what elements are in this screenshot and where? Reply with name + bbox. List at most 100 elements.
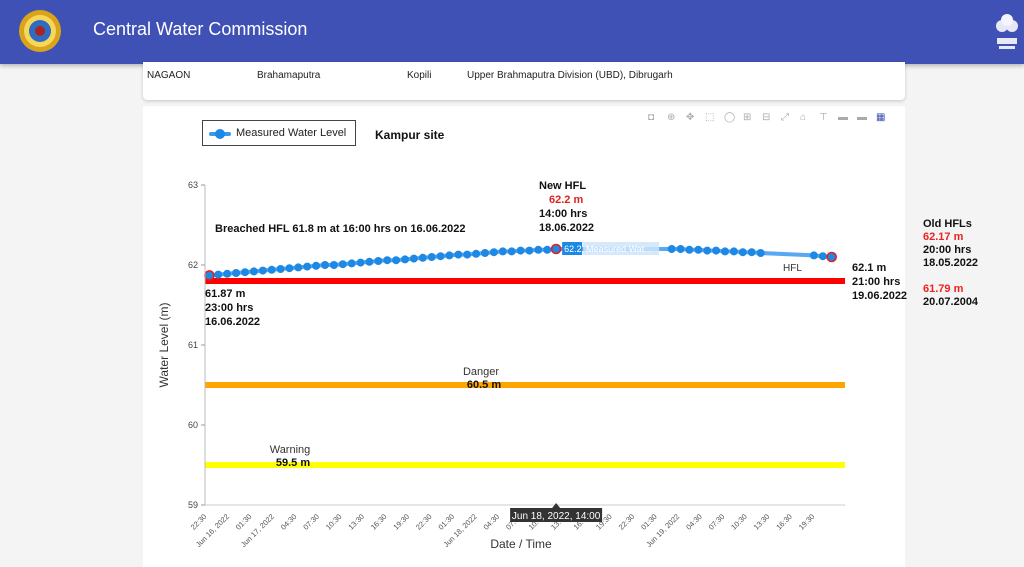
- hover-closest-icon[interactable]: ▬: [838, 112, 848, 123]
- y-tick-label: 60: [188, 420, 198, 430]
- site-label: Kampur site: [375, 128, 445, 142]
- data-point: [516, 246, 525, 255]
- x-tick-label: 04:30: [684, 512, 704, 532]
- home-icon[interactable]: ⌂: [800, 112, 807, 123]
- data-point: [472, 249, 481, 258]
- hover-value-box: [562, 242, 583, 255]
- x-tick-label: 01:30: [639, 512, 659, 532]
- y-tick-label: 63: [188, 180, 198, 190]
- data-point: [747, 248, 756, 257]
- data-point: [525, 246, 534, 255]
- data-point: [534, 245, 543, 254]
- end-date-label: 19.06.2022: [852, 290, 907, 302]
- warning-label: Warning: [270, 444, 311, 456]
- data-point: [374, 257, 383, 265]
- data-point: [204, 270, 215, 281]
- camera-icon[interactable]: ◘: [648, 112, 655, 123]
- basin-name: Brahamaputra: [257, 70, 321, 81]
- hover-time-pointer: [552, 503, 561, 508]
- x-tick-label: 04:30: [279, 512, 299, 532]
- y-tick-label: 61: [188, 340, 198, 350]
- old-hfl-2-date: 20.07.2004: [923, 296, 979, 308]
- data-point: [481, 249, 489, 257]
- data-point: [285, 264, 294, 273]
- chart-legend[interactable]: Measured Water Level: [202, 120, 356, 146]
- data-point: [232, 269, 241, 277]
- data-point: [418, 253, 427, 262]
- data-point: [401, 255, 409, 264]
- station-info-card: NAGAON Brahamaputra Kopili Upper Brahmap…: [143, 62, 905, 100]
- x-tick-label: 19:30: [391, 512, 411, 532]
- data-point: [463, 250, 472, 259]
- data-point: [543, 245, 552, 254]
- data-point: [223, 269, 232, 278]
- old-hfl-1-date: 18.05.2022: [923, 257, 979, 269]
- data-point: [356, 258, 365, 267]
- data-point: [294, 263, 303, 272]
- y-tick-label: 59: [188, 500, 198, 510]
- data-point: [550, 243, 562, 255]
- data-point: [809, 251, 818, 260]
- pan-icon[interactable]: ✥: [686, 112, 695, 123]
- y-axis-title: Water Level (m): [157, 303, 171, 388]
- data-point: [454, 250, 463, 259]
- data-point: [338, 260, 347, 269]
- data-point: [738, 248, 747, 257]
- data-point: [756, 249, 765, 257]
- zoom-in-icon[interactable]: ⊞: [743, 112, 752, 123]
- plotly-logo-icon[interactable]: ▦: [876, 112, 886, 123]
- data-point: [276, 265, 285, 273]
- lasso-icon[interactable]: ◯: [724, 112, 736, 123]
- x-tick-label: 19:30: [797, 512, 817, 532]
- hover-series-box: [583, 242, 660, 255]
- district-name: NAGAON: [147, 70, 191, 81]
- data-point: [249, 267, 258, 276]
- old-hfl-2-value: 61.79 m: [923, 283, 964, 295]
- x-tick-label: 07:30: [707, 512, 727, 532]
- x-tick-label: 01:30: [234, 512, 254, 532]
- old-hfl-1-time: 20:00 hrs: [923, 244, 972, 256]
- hfl-line-label: HFL: [783, 263, 802, 274]
- zoom-icon[interactable]: ⊕: [667, 112, 676, 123]
- warning-value: 59.5 m: [276, 457, 310, 469]
- x-tick-label: 22:30: [414, 512, 434, 532]
- spike-icon[interactable]: ⊤: [819, 112, 828, 123]
- x-tick-label: 22:30: [189, 512, 209, 532]
- data-point: [241, 268, 249, 277]
- danger-value: 60.5 m: [467, 379, 501, 391]
- x-axis-title: Date / Time: [490, 537, 552, 551]
- autoscale-icon[interactable]: ⤢: [781, 112, 789, 123]
- data-point: [392, 256, 401, 265]
- old-hfls-title: Old HFLs: [923, 218, 972, 230]
- data-point: [347, 259, 356, 268]
- data-point: [826, 251, 838, 263]
- x-tick-label: 07:30: [301, 512, 321, 532]
- data-point: [712, 246, 721, 255]
- start-value-label: 61.87 m: [205, 288, 246, 300]
- data-point: [667, 245, 676, 253]
- cwc-logo-icon: [19, 10, 61, 52]
- legend-marker-swatch: [215, 129, 225, 139]
- data-point: [436, 252, 445, 261]
- x-tick-label: 22:30: [617, 512, 637, 532]
- national-emblem-icon: [996, 14, 1018, 49]
- data-point: [267, 265, 276, 274]
- end-time-label: 21:00 hrs: [852, 276, 900, 288]
- box-select-icon[interactable]: ⬚: [705, 112, 715, 123]
- x-tick-label: 10:30: [729, 512, 749, 532]
- data-point: [427, 253, 436, 261]
- division-name: Upper Brahmaputra Division (UBD), Dibrug…: [467, 70, 673, 81]
- app-title: Central Water Commission: [93, 19, 308, 39]
- hover-value: 62.2: [564, 244, 582, 254]
- new-hfl-time: 14:00 hrs: [539, 208, 587, 220]
- hover-time-box: [510, 508, 603, 522]
- new-hfl-value: 62.2 m: [549, 194, 583, 206]
- data-point: [685, 245, 694, 254]
- zoom-out-icon[interactable]: ⊟: [762, 112, 771, 123]
- hover-compare-icon[interactable]: ▬: [857, 112, 867, 123]
- river-name: Kopili: [407, 70, 432, 81]
- start-date-label: 16.06.2022: [205, 316, 260, 328]
- data-point: [214, 270, 223, 279]
- breached-annotation: Breached HFL 61.8 m at 16:00 hrs on 16.0…: [215, 223, 465, 235]
